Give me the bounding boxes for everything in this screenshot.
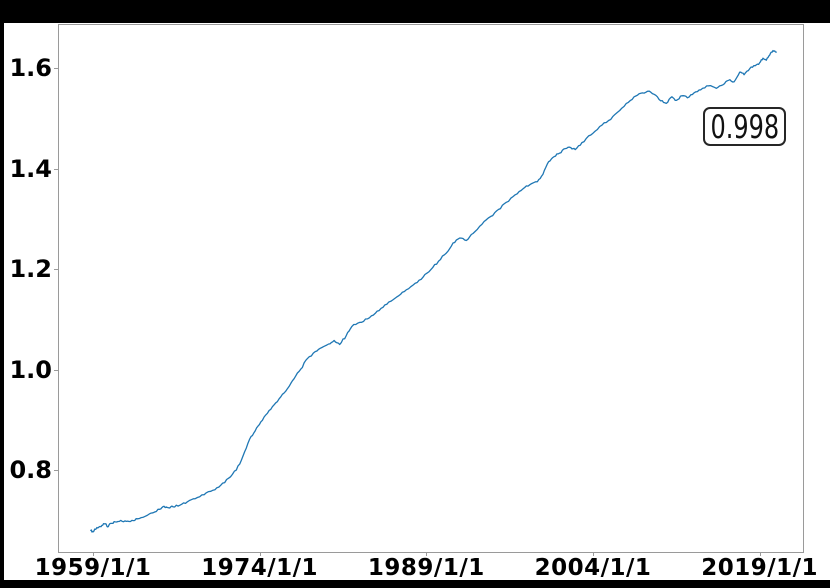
letterbox-left — [0, 23, 4, 580]
letterbox-top — [0, 0, 830, 23]
x-tick-label: 2019/1/1 — [701, 555, 819, 581]
y-tick-label: 1.2 — [9, 255, 52, 284]
cursor-value-box: 0.998 — [703, 107, 786, 146]
letterbox-bottom — [0, 580, 830, 588]
axes-spines — [58, 24, 804, 553]
x-tick-label: 1974/1/1 — [201, 555, 319, 581]
y-tick-label: 0.8 — [9, 456, 52, 485]
cursor-value-text: 0.998 — [710, 107, 779, 146]
line-series — [90, 49, 777, 533]
y-tick-label: 1.6 — [9, 54, 52, 83]
y-tick-label: 1.4 — [9, 154, 52, 183]
y-tick-label: 1.0 — [9, 355, 52, 384]
x-tick-label: 1959/1/1 — [34, 555, 152, 581]
x-tick-label: 1989/1/1 — [367, 555, 485, 581]
x-tick-label: 2004/1/1 — [534, 555, 652, 581]
